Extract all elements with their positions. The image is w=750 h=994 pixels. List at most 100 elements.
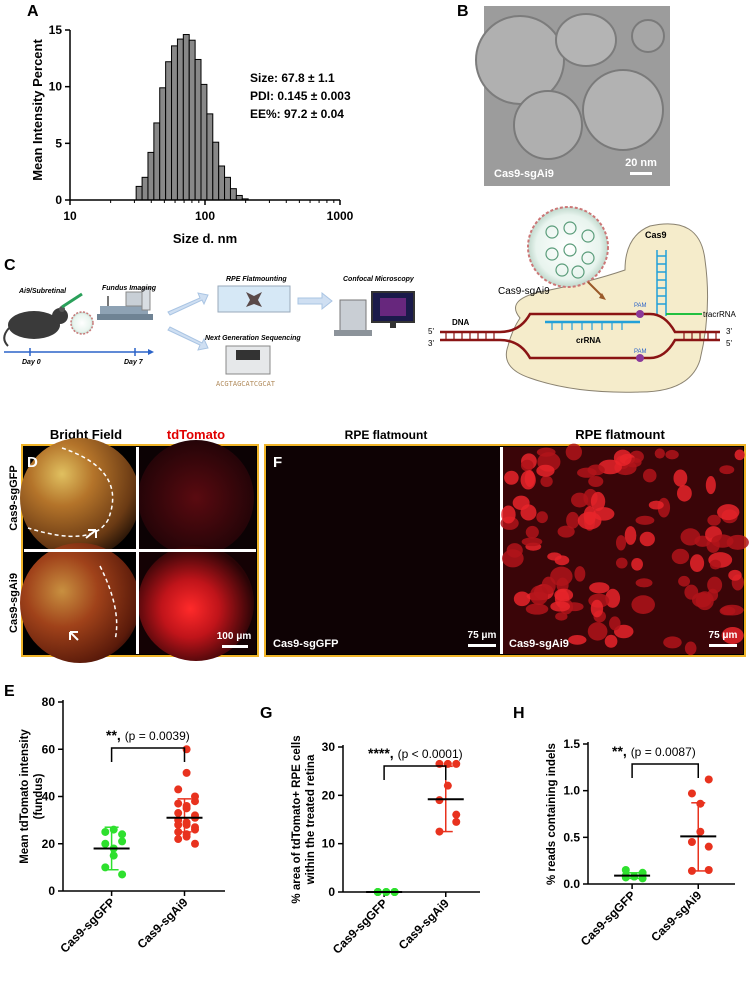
tdtomato-cell [648, 500, 664, 510]
cas9-complex-particle [527, 206, 609, 288]
tdtomato-cell [512, 495, 530, 511]
flatmount-scalebar-left [468, 644, 496, 647]
y-tick-label: 0.5 [563, 830, 580, 844]
tdtomato-cell [536, 447, 556, 457]
tracr-label: tracrRNA [703, 310, 737, 319]
syringe-icon [61, 292, 83, 309]
y-tick-label: 60 [42, 742, 56, 756]
tdtomato-cell [635, 578, 653, 588]
tdtomato-cell [684, 641, 697, 656]
step-ngs: Next Generation Sequencing [205, 335, 301, 342]
significance-bracket [631, 763, 699, 778]
panel-a-histogram: 0 5 10 15 10 100 1000 Size d. nm Mean Intensit… [30, 23, 354, 246]
flatmount-ai9-image [503, 447, 743, 654]
y-axis-label: % area of tdTomato+ RPE cells within the … [291, 735, 317, 903]
y-axis-label: % reads containing indels [546, 743, 558, 885]
y-tick-label: 1.0 [563, 784, 580, 798]
step-flatmount: RPE Flatmounting [226, 276, 287, 283]
data-point [452, 759, 461, 768]
histogram-bar [224, 176, 231, 201]
data-point [101, 827, 110, 836]
flatmount-gfp-image [267, 447, 500, 654]
category-label: Cas9-sgAi9 [134, 895, 190, 951]
tdtomato-cell [642, 468, 657, 483]
panel-h-scatter: 0.0 0.5 1.0 1.5 % reads containing indels Cas… [546, 737, 735, 949]
histogram-bar [188, 39, 196, 201]
tdtomato-cell [524, 469, 535, 487]
stat-ee: EE%: 97.2 ± 0.04 [250, 107, 344, 121]
tem-sample-label: Cas9-sgAi9 [494, 168, 554, 180]
tem-scale-bar [630, 172, 652, 175]
tdtomato-cell [577, 467, 597, 478]
histogram-bars [135, 34, 249, 201]
timeline-day0: Day 0 [22, 359, 41, 366]
histogram-bar [206, 113, 214, 201]
panel-g-scatter: 0 10 20 30 % area of tdTomato+ RPE cells with… [291, 735, 480, 957]
tdtomato-cell [615, 535, 627, 551]
panel-letter-f-overlay: F [273, 454, 282, 471]
histogram-bar [229, 188, 237, 201]
x-tick-label: 100 [195, 209, 215, 223]
tdtomato-cell [707, 514, 721, 526]
tdtomato-cell [550, 601, 571, 612]
tdtomato-cell [673, 469, 688, 487]
tdtomato-cell [557, 525, 575, 538]
data-point [687, 838, 696, 846]
significance-bracket [383, 765, 447, 780]
tdtomato-cell [568, 635, 587, 645]
pam-bottom-label: PAM [634, 349, 647, 355]
tdtomato-cell [631, 557, 643, 571]
category-label: Cas9-sgAi9 [396, 896, 452, 952]
tdtomato-cell [720, 604, 744, 616]
histogram-bar [176, 38, 184, 201]
tdtomato-cell [501, 505, 516, 524]
histogram-bar [135, 185, 143, 201]
tdtomato-cell [541, 576, 556, 595]
data-point [452, 810, 461, 819]
tdtomato-cell [705, 476, 716, 495]
pam-top-label: PAM [634, 303, 647, 309]
flatmount-label-left: Cas9-sgGFP [273, 638, 338, 650]
x-tick-label: 1000 [327, 209, 354, 223]
significance-bracket [110, 747, 186, 762]
step-fundus: Fundus Imaging [102, 285, 157, 292]
tdtomato-cell [566, 511, 580, 529]
tdtomato-cell [540, 475, 553, 488]
tdtomato-cell [609, 616, 621, 631]
tdtomato-cell [506, 543, 523, 558]
flatmount-scale-right: 75 μm [709, 630, 738, 641]
tdtomato-cell [536, 511, 548, 524]
tdtomato-cell [663, 636, 682, 649]
workflow-arrow-right [297, 291, 333, 311]
tdtomato-cell [589, 582, 610, 594]
category-label: Cas9-sgGFP [330, 896, 390, 956]
tdtomato-cell [613, 449, 632, 467]
tdtomato-cell [571, 492, 589, 508]
tdtomato-cell [525, 603, 549, 615]
strand-5-left: 5' [428, 327, 434, 336]
y-axis-label: Mean Intensity Percent [30, 39, 45, 181]
tdtomato-cell [689, 554, 705, 573]
tdtomato-cell [624, 526, 637, 545]
data-point [704, 775, 713, 784]
significance-label: **, (p = 0.0039) [106, 727, 190, 743]
tdtomato-cell [680, 528, 701, 546]
y-tick-label: 20 [322, 788, 336, 802]
data-point [174, 785, 183, 794]
tdtomato-cell [604, 634, 618, 648]
data-point [704, 866, 713, 874]
histogram-bar [218, 165, 226, 201]
dna-label: DNA [452, 318, 470, 327]
tdtomato-cell [734, 449, 745, 461]
fundus-scale-bar [222, 645, 248, 648]
fundus-gfp-bright [20, 438, 140, 558]
tdtomato-cell [691, 592, 712, 608]
tdtomato-cell [565, 443, 582, 461]
significance-label: ****, (p < 0.0001) [368, 745, 463, 761]
data-point [118, 870, 127, 879]
tdtomato-cell [711, 534, 734, 548]
stat-size: Size: 67.8 ± 1.1 [250, 71, 335, 85]
significance-label: **, (p = 0.0087) [612, 743, 696, 759]
complex-label: Cas9-sgAi9 [498, 286, 550, 297]
